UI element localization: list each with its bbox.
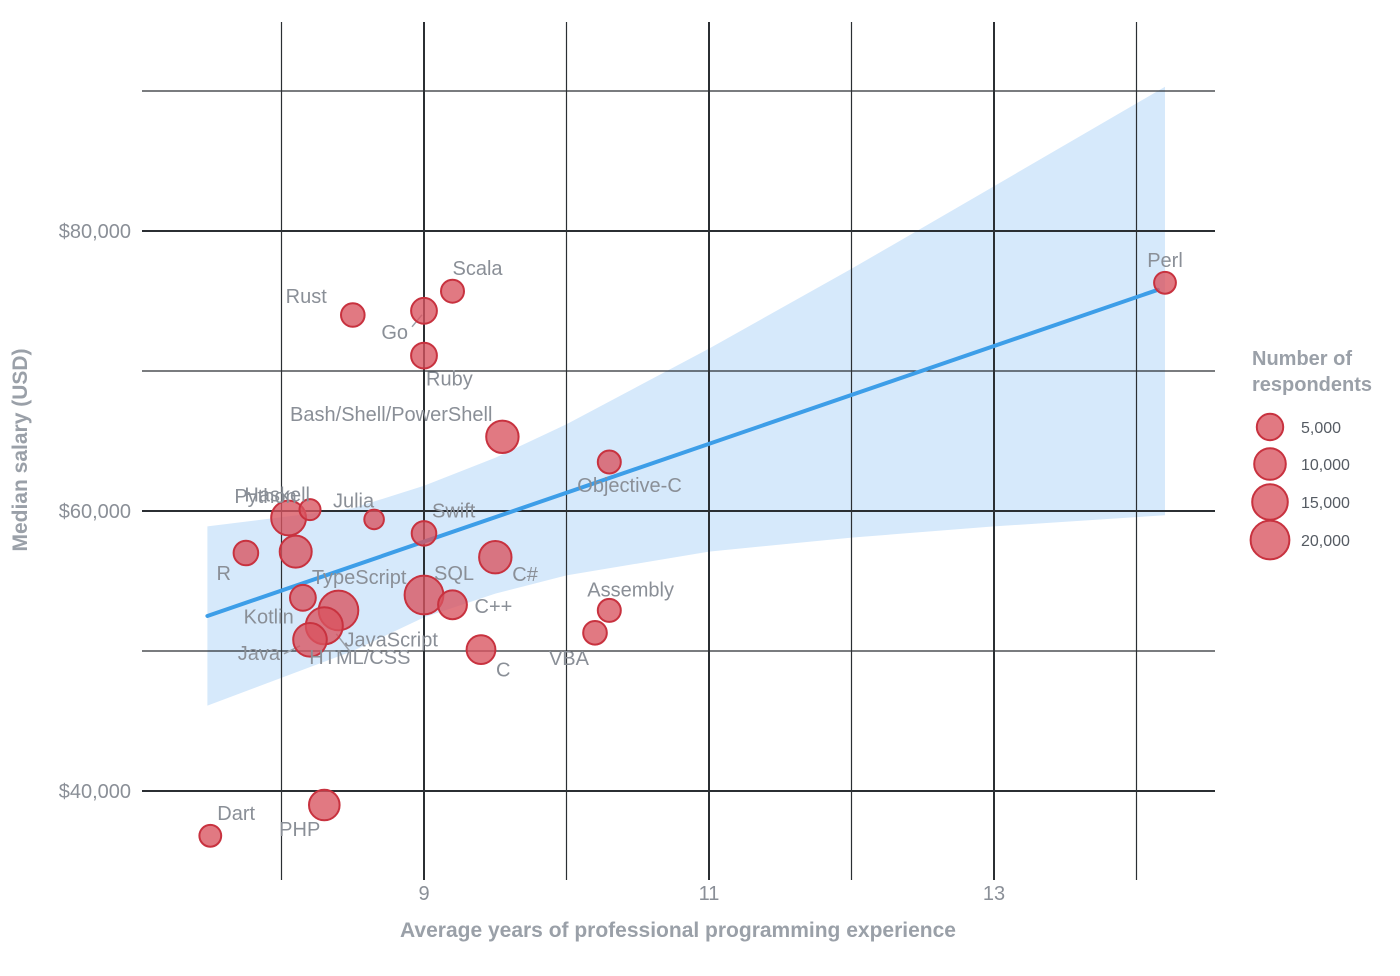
point-label-c-: C++ xyxy=(475,596,513,618)
point-swift xyxy=(410,520,438,547)
x-tick-label: 13 xyxy=(983,883,1005,905)
point-haskell xyxy=(298,498,322,522)
point-label-c: C xyxy=(496,660,510,682)
point-label-r: R xyxy=(216,563,230,585)
point-label-assembly: Assembly xyxy=(587,579,674,601)
y-axis-title: Median salary (USD) xyxy=(9,348,32,551)
legend: Number of respondents 5,000 10,000 15,000 2… xyxy=(1249,348,1372,561)
legend-label: 5,000 xyxy=(1301,420,1341,437)
point-label-haskell: Haskell xyxy=(244,485,310,507)
point-label-c-: C# xyxy=(512,564,538,586)
trend-line-layer xyxy=(205,287,1160,618)
point-label-objective-c: Objective-C xyxy=(577,475,681,497)
x-tick-label: 9 xyxy=(418,883,429,905)
point-objective-c xyxy=(596,449,622,475)
confidence-band xyxy=(207,86,1165,706)
point-labels-layer: Perl Scala Rust Go Ruby Bash/Shell/PowerShell… xyxy=(216,250,1182,841)
point-dart xyxy=(198,823,223,848)
point-label-sql: SQL xyxy=(434,563,474,585)
point-label-swift: Swift xyxy=(432,500,476,522)
point-label-vba: VBA xyxy=(549,648,590,670)
legend-entries: 5,000 10,000 15,000 20,000 xyxy=(1249,412,1350,561)
point-c- xyxy=(437,589,468,621)
axis-ticks-layer: $40,000 $60,000 $80,000 9 11 13 xyxy=(59,221,1005,905)
point-julia xyxy=(363,508,385,531)
point-label-rust: Rust xyxy=(286,286,328,308)
point-label-go: Go xyxy=(381,322,408,344)
point-assembly xyxy=(596,597,622,623)
point-label-bash-shell-powershell: Bash/Shell/PowerShell xyxy=(290,404,492,426)
y-tick-label: $80,000 xyxy=(59,221,131,243)
point-c- xyxy=(478,540,513,575)
legend-title-line-2: respondents xyxy=(1252,374,1372,396)
legend-label: 10,000 xyxy=(1301,457,1350,474)
data-points-layer xyxy=(198,270,1177,848)
point-vba xyxy=(582,620,608,646)
point-typescript xyxy=(289,583,317,612)
point-go xyxy=(410,296,438,325)
y-tick-label: $60,000 xyxy=(59,501,131,523)
point-java xyxy=(292,622,328,658)
point-c xyxy=(465,634,497,665)
point-perl xyxy=(1153,270,1177,295)
point-label-javascript: JavaScript xyxy=(345,629,439,651)
point-kotlin xyxy=(278,534,313,569)
point-label-dart: Dart xyxy=(217,803,255,825)
point-label-python: Python xyxy=(234,486,296,508)
point-php xyxy=(308,788,341,822)
point-ruby xyxy=(410,341,438,370)
point-label-scala: Scala xyxy=(453,258,504,280)
legend-swatch xyxy=(1255,412,1285,442)
point-label-ruby: Ruby xyxy=(426,369,473,391)
x-tick-label: 11 xyxy=(699,883,720,905)
point-label-kotlin: Kotlin xyxy=(244,607,294,629)
legend-label: 20,000 xyxy=(1301,533,1350,550)
point-label-java: Java xyxy=(238,643,281,665)
legend-swatch xyxy=(1253,447,1287,481)
point-r xyxy=(232,539,260,567)
point-label-php: PHP xyxy=(279,819,320,841)
point-rust xyxy=(340,302,366,328)
confidence-band-layer xyxy=(207,86,1165,706)
legend-swatch xyxy=(1251,483,1289,521)
x-axis-title: Average years of professional programmin… xyxy=(400,919,956,942)
y-tick-label: $40,000 xyxy=(59,781,131,803)
point-label-typescript: TypeScript xyxy=(312,567,407,589)
point-label-perl: Perl xyxy=(1147,250,1183,272)
legend-label: 15,000 xyxy=(1301,495,1350,512)
point-label-julia: Julia xyxy=(333,490,375,512)
trend-line xyxy=(205,287,1160,618)
point-label-html-css: HTML/CSS xyxy=(309,647,410,669)
legend-title-line-1: Number of xyxy=(1252,348,1352,370)
point-bash-shell-powershell xyxy=(485,419,520,454)
point-scala xyxy=(440,278,465,304)
legend-swatch xyxy=(1249,519,1291,561)
